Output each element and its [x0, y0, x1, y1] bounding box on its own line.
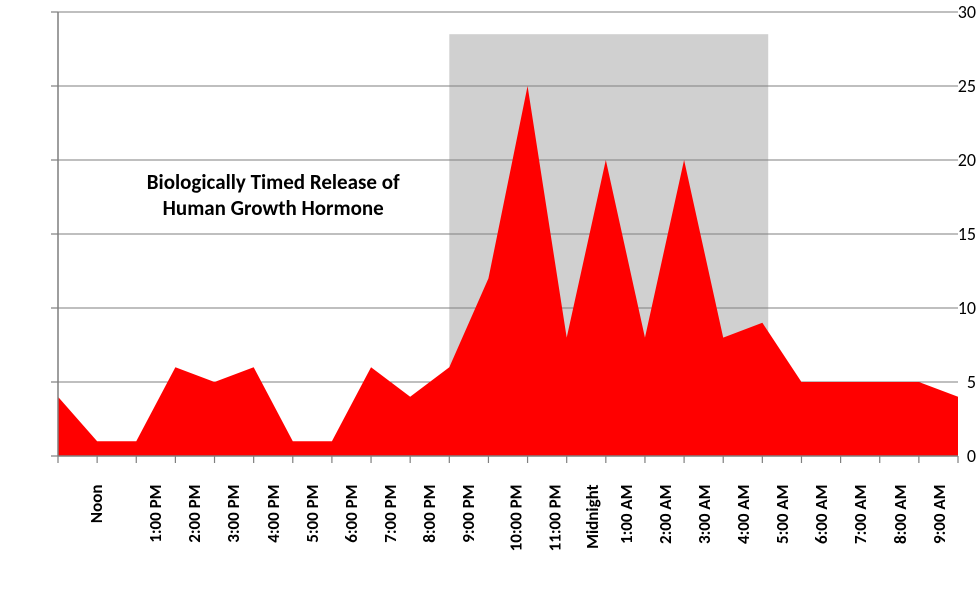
chart-container: 0 5 10 15 20 25 30 Noon 1:00 PM 2:00 PM 3:00 PM 4:… — [0, 0, 976, 597]
x-tick-label: 2:00 PM — [184, 484, 205, 542]
x-tick-label: Midnight — [581, 484, 602, 548]
x-tick-label: 9:00 AM — [929, 484, 950, 544]
x-tick-label: 8:00 PM — [419, 484, 440, 542]
x-tick-label: 10:00 PM — [506, 484, 527, 551]
x-tick-label: 3:00 PM — [223, 484, 244, 542]
y-tick-label: 0 — [930, 445, 976, 467]
x-tick-label: 2:00 AM — [655, 484, 676, 544]
x-tick-label: 9:00 PM — [458, 484, 479, 542]
y-tick-label: 5 — [930, 371, 976, 393]
x-tick-label: 1:00 PM — [145, 484, 166, 542]
x-tick-label: 4:00 AM — [733, 484, 754, 544]
x-tick-label: 11:00 PM — [545, 484, 566, 551]
x-tick-label: Noon — [86, 484, 107, 523]
x-tick-label: 5:00 PM — [301, 484, 322, 542]
x-tick-label: 6:00 AM — [811, 484, 832, 544]
x-tick-label: 4:00 PM — [262, 484, 283, 542]
x-tick-label: 7:00 PM — [380, 484, 401, 542]
chart-annotation: Biologically Timed Release of Human Grow… — [93, 170, 453, 220]
y-tick-label: 10 — [930, 297, 976, 319]
x-tick-label: 7:00 AM — [851, 484, 872, 544]
y-tick-label: 20 — [930, 149, 976, 171]
y-tick-label: 30 — [930, 1, 976, 23]
y-tick-label: 15 — [930, 223, 976, 245]
x-tick-label: 6:00 PM — [341, 484, 362, 542]
x-tick-label: 3:00 AM — [694, 484, 715, 544]
x-tick-label: 1:00 AM — [616, 484, 637, 544]
x-tick-label: 5:00 AM — [772, 484, 793, 544]
y-tick-label: 25 — [930, 75, 976, 97]
x-tick-label: 8:00 AM — [890, 484, 911, 544]
